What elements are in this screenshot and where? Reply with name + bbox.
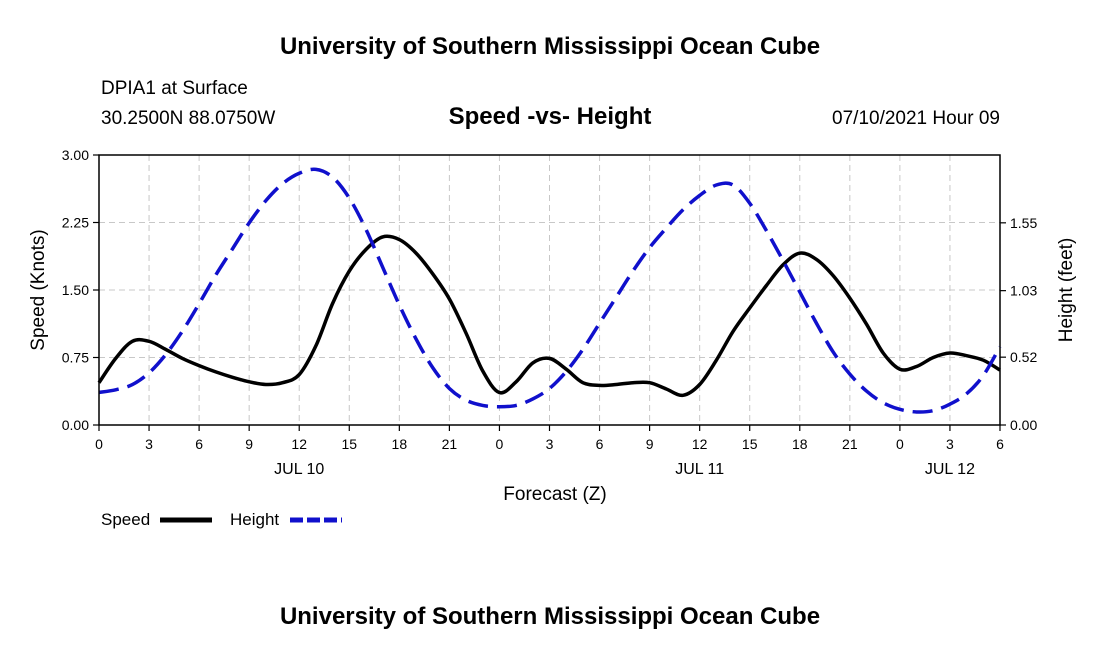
x-tick-label: 9	[245, 436, 253, 452]
x-tick-label: 6	[996, 436, 1004, 452]
x-tick-label: 6	[596, 436, 604, 452]
x-tick-label: 21	[842, 436, 858, 452]
top-title: University of Southern Mississippi Ocean…	[280, 33, 820, 60]
y-axis-label: Speed (Knots)	[28, 229, 49, 350]
x-tick-label: 18	[392, 436, 408, 452]
y-tick-label: 2.25	[62, 215, 89, 231]
station-label: DPIA1 at Surface	[101, 78, 248, 99]
coords-label: 30.2500N 88.0750W	[101, 108, 275, 129]
chart-title: Speed -vs- Height	[449, 103, 652, 130]
y2-tick-label: 0.00	[1010, 417, 1037, 433]
y-tick-label: 3.00	[62, 147, 89, 163]
x-tick-label: 3	[145, 436, 153, 452]
legend-label-speed: Speed	[101, 510, 150, 529]
x-tick-label: 18	[792, 436, 808, 452]
y-tick-label: 1.50	[62, 282, 89, 298]
axes: 0 3 6 9 12 15 18 21 0 3 6 9 12 15 18 21 0 3 6 0.00 0.75 1.50 2…	[62, 147, 1038, 478]
x-tick-label: 0	[95, 436, 103, 452]
date-label: JUL 12	[925, 461, 975, 478]
y2-tick-label: 0.52	[1010, 349, 1037, 365]
x-tick-label: 3	[546, 436, 554, 452]
x-tick-label: 3	[946, 436, 954, 452]
datetime-label: 07/10/2021 Hour 09	[832, 108, 1000, 129]
legend-label-height: Height	[230, 510, 279, 529]
y2-axis-label: Height (feet)	[1056, 238, 1077, 343]
x-tick-label: 15	[341, 436, 357, 452]
legend: Speed Height	[101, 510, 342, 529]
y2-tick-label: 1.03	[1010, 283, 1037, 299]
y-tick-label: 0.00	[62, 417, 89, 433]
grid-lines	[99, 155, 1000, 425]
date-label: JUL 10	[274, 461, 324, 478]
x-tick-label: 0	[896, 436, 904, 452]
x-tick-label: 21	[442, 436, 458, 452]
y-tick-label: 0.75	[62, 350, 89, 366]
series-line-speed	[97, 234, 1001, 398]
y2-tick-label: 1.55	[1010, 215, 1037, 231]
x-tick-label: 12	[692, 436, 708, 452]
x-axis-label: Forecast (Z)	[503, 484, 606, 505]
series-layer	[97, 167, 1002, 414]
x-tick-label: 0	[496, 436, 504, 452]
series-line-height	[98, 167, 1002, 414]
x-tick-label: 9	[646, 436, 654, 452]
date-label: JUL 11	[675, 461, 724, 478]
x-tick-label: 15	[742, 436, 758, 452]
bottom-title: University of Southern Mississippi Ocean…	[280, 603, 820, 630]
x-tick-label: 6	[195, 436, 203, 452]
x-tick-label: 12	[291, 436, 307, 452]
